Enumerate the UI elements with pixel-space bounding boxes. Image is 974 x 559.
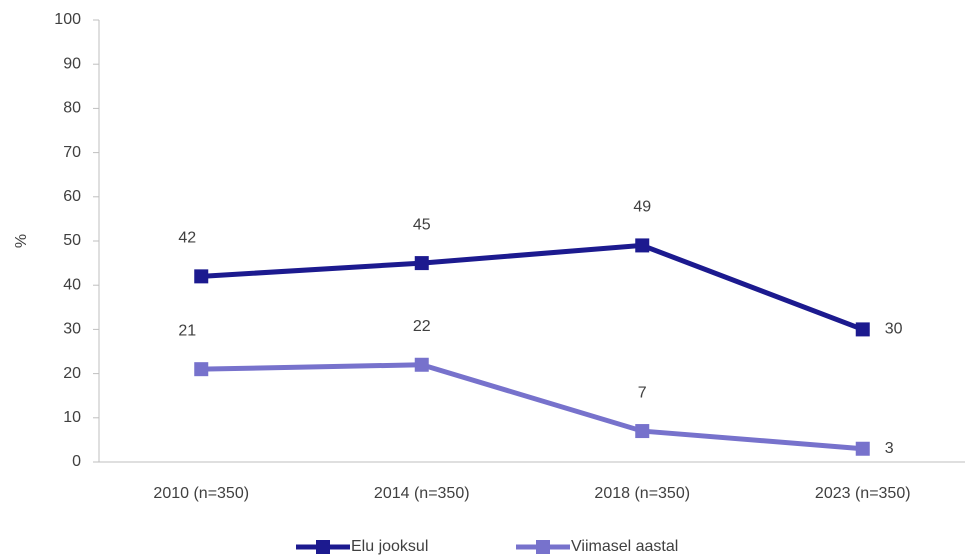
x-tick-label: 2023 (n=350) [815,485,911,502]
y-tick-label: 30 [63,321,81,338]
series-line [201,362,863,452]
y-tick-label: 0 [72,453,81,470]
y-tick-label: 100 [54,11,81,28]
y-tick-label: 50 [63,232,81,249]
legend-label: Elu jooksul [351,538,428,555]
data-label: 30 [885,321,903,338]
legend-marker [316,540,330,554]
y-tick-label: 70 [63,144,81,161]
x-tick-label: 2018 (n=350) [594,485,690,502]
y-tick-label: 20 [63,365,81,382]
marker [414,256,429,271]
marker [414,357,429,372]
data-label: 42 [178,230,196,247]
legend-marker [536,540,550,554]
data-label: 3 [885,440,894,457]
data-label: 45 [413,216,431,233]
x-tick-label: 2014 (n=350) [374,485,470,502]
marker [635,424,650,439]
y-tick-label: 10 [63,409,81,426]
x-tick-label: 2010 (n=350) [153,485,249,502]
marker [194,269,209,284]
series-line [201,242,864,332]
marker [855,441,870,456]
y-tick-label: 90 [63,55,81,72]
y-tick-label: 60 [63,188,81,205]
y-tick-label: 80 [63,100,81,117]
data-label: 21 [178,322,196,339]
data-label: 22 [413,318,431,335]
y-tick-label: 40 [63,276,81,293]
data-label: 49 [633,199,651,216]
marker [855,322,870,337]
legend-label: Viimasel aastal [571,538,678,555]
data-label: 7 [638,384,647,401]
marker [635,238,650,253]
y-axis-label: % [13,234,30,248]
marker [194,362,209,377]
